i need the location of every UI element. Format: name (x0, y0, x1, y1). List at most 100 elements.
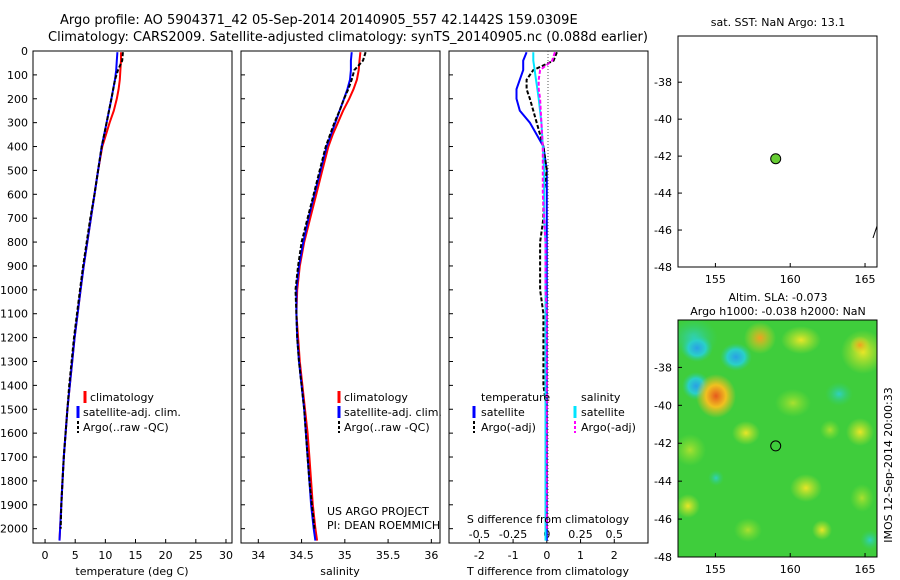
t-argo-diff-line (525, 51, 558, 529)
temperature-xlabel: temperature (deg C) (75, 565, 188, 578)
depth-tick-label: 600 (7, 188, 28, 201)
lat-tick-label: -44 (654, 475, 672, 488)
t-difference-xlabel: T difference from climatology (466, 565, 629, 578)
x-tick-label: 15 (129, 549, 143, 562)
float-location-marker (770, 153, 782, 165)
sla-heatmap (678, 320, 877, 557)
sla-map-axes: 155 160 165 -38 -40 -42 -44 -46 -48 (654, 361, 875, 576)
s-difference-tick-label: 0.5 (606, 528, 624, 541)
lon-tick-label: 165 (855, 273, 876, 286)
legend-salinity-heading: salinity (581, 391, 621, 404)
salinity-xlabel: salinity (320, 565, 360, 578)
depth-tick-label: 1200 (0, 332, 28, 345)
salinity-depth-ticks (241, 50, 245, 530)
legend-climatology-label: climatology (344, 391, 408, 404)
depth-tick-label: 800 (7, 236, 28, 249)
x-tick-label: 34.5 (289, 549, 314, 562)
depth-tick-label: 300 (7, 117, 28, 130)
x-tick-label: 0 (543, 549, 550, 562)
temperature-panel: 0100200300400500600700800900100011001200… (0, 45, 233, 578)
lat-tick-label: -38 (654, 361, 672, 374)
lon-tick-label: 165 (855, 563, 876, 576)
depth-tick-label: 1600 (0, 427, 28, 440)
sst-map-axes: 155 160 165 -38 -40 -42 -44 -46 -48 (654, 76, 875, 286)
depth-axis: 0 100 200 300 400 500 600 700 800 900 1000 1100 1200… (0, 45, 37, 536)
difference-legend: temperature satellite Argo(-adj) salinit… (472, 391, 636, 434)
legend-argo-label: Argo(..raw -QC) (344, 421, 430, 434)
x-tick-label: 5 (72, 549, 79, 562)
sla-map-title-line2: Argo h1000: -0.038 h2000: NaN (690, 305, 866, 318)
depth-tick-label: 0 (21, 45, 28, 58)
depth-tick-label: 900 (7, 260, 28, 273)
s-argo-diff-line (537, 51, 556, 529)
s-difference-axis-labels: -0.5 -0.25 0 0.25 0.5 (469, 528, 623, 541)
depth-tick-label: 1100 (0, 308, 28, 321)
s-difference-tick-label: -0.5 (469, 528, 490, 541)
x-tick-label: 30 (219, 549, 233, 562)
lon-tick-label: 155 (705, 273, 726, 286)
salinity-profile-lines (294, 51, 367, 541)
salinity-x-axis: 34 34.5 35 35.5 36 (251, 539, 438, 562)
sst-location-map: sat. SST: NaN Argo: 13.1 155 160 165 -38 -40… (654, 16, 878, 286)
depth-tick-label: 500 (7, 164, 28, 177)
legend-temperature-heading: temperature (481, 391, 550, 404)
s-difference-tick-label: 0.25 (568, 528, 593, 541)
x-tick-label: 1 (577, 549, 584, 562)
legend-argo-label: Argo(..raw -QC) (83, 421, 169, 434)
depth-tick-label: 400 (7, 141, 28, 154)
satellite-adj-line (295, 52, 353, 541)
depth-tick-label: 1700 (0, 451, 28, 464)
legend-t-satellite-label: satellite (481, 406, 525, 419)
depth-tick-label: 1000 (0, 284, 28, 297)
salinity-legend: climatology satellite-adj. clim. Argo(..… (337, 391, 442, 434)
depth-tick-label: 700 (7, 212, 28, 225)
legend-climatology-label: climatology (90, 391, 154, 404)
difference-panel: -2 -1 0 1 2 -0.5 -0.25 0 0.25 0.5 T difference f… (448, 50, 649, 578)
lat-tick-label: -48 (654, 551, 672, 564)
depth-tick-label: 1800 (0, 475, 28, 488)
x-tick-label: 10 (98, 549, 112, 562)
imos-timestamp: IMOS 12-Sep-2014 20:00:33 (882, 387, 895, 542)
depth-tick-label: 2000 (0, 523, 28, 536)
x-tick-label: -2 (474, 549, 485, 562)
legend-t-argo-label: Argo(-adj) (481, 421, 536, 434)
difference-profile-lines (515, 51, 558, 541)
temperature-axes-frame (32, 50, 233, 544)
depth-tick-label: 200 (7, 93, 28, 106)
lat-tick-label: -42 (654, 150, 672, 163)
s-satellite-diff-line (532, 52, 547, 541)
climatology-line (58, 52, 122, 541)
sst-map-title: sat. SST: NaN Argo: 13.1 (711, 16, 845, 29)
temperature-profile-lines (58, 52, 124, 541)
lat-tick-label: -46 (654, 513, 672, 526)
s-difference-label: S difference from climatology (467, 513, 630, 526)
lat-tick-label: -40 (654, 113, 672, 126)
lat-tick-label: -38 (654, 76, 672, 89)
x-tick-label: 35.5 (376, 549, 401, 562)
salinity-panel: 34 34.5 35 35.5 36 salinity climatology sate… (240, 50, 442, 578)
sla-map-title-line1: Altim. SLA: -0.073 (728, 291, 827, 304)
difference-depth-ticks (449, 50, 453, 530)
x-tick-label: 0 (42, 549, 49, 562)
lat-tick-label: -46 (654, 224, 672, 237)
coastline-fragment (872, 225, 878, 239)
lat-tick-label: -40 (654, 399, 672, 412)
x-tick-label: -1 (508, 549, 519, 562)
t-difference-x-axis: -2 -1 0 1 2 (474, 539, 618, 562)
depth-tick-label: 1300 (0, 355, 28, 368)
depth-tick-label: 1500 (0, 403, 28, 416)
x-tick-label: 2 (611, 549, 618, 562)
climatology-line (295, 52, 362, 541)
temperature-x-axis: 0 5 10 15 20 25 30 (42, 539, 233, 562)
float-location-ring (770, 440, 782, 452)
x-tick-label: 35 (338, 549, 352, 562)
sla-map-frame (677, 319, 878, 558)
depth-tick-label: 100 (7, 69, 28, 82)
lat-tick-label: -42 (654, 437, 672, 450)
legend-s-satellite-label: satellite (581, 406, 625, 419)
lon-tick-label: 160 (780, 273, 801, 286)
argo-profile-line (59, 52, 124, 529)
figure-title-line1: Argo profile: AO 5904371_42 05-Sep-2014 … (60, 13, 578, 28)
figure-title-line2: Climatology: CARS2009. Satellite-adjuste… (48, 30, 648, 45)
